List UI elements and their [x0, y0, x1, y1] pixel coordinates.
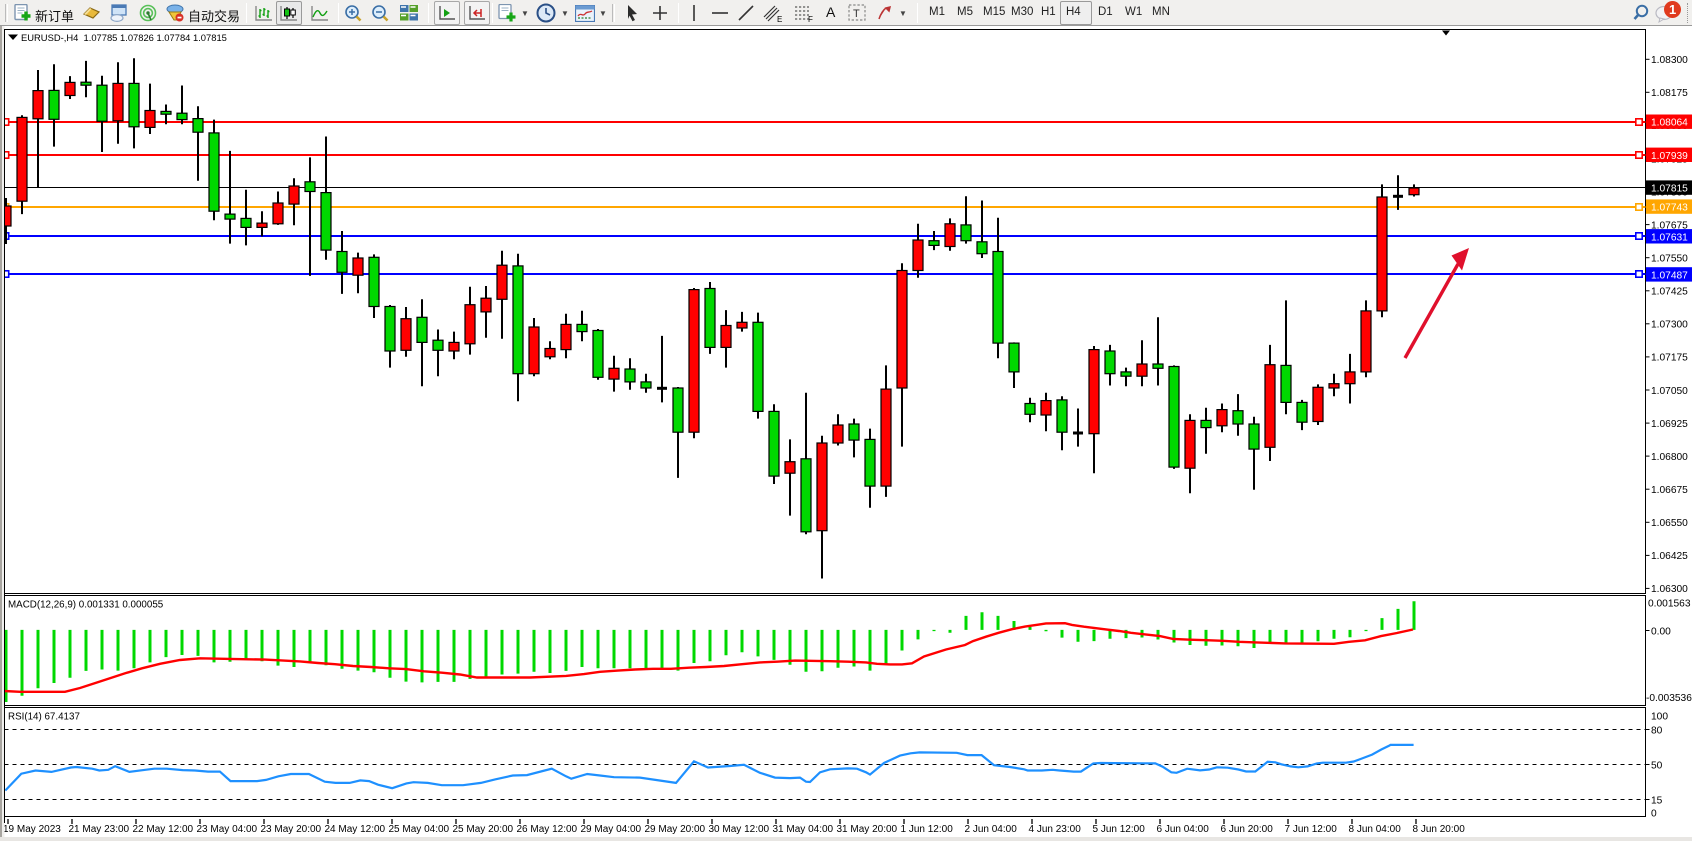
svg-text:1.06800: 1.06800 [1651, 452, 1688, 463]
svg-text:RSI(14) 67.4137: RSI(14) 67.4137 [8, 712, 80, 723]
svg-text:23 May 20:00: 23 May 20:00 [261, 824, 322, 835]
svg-text:1.07425: 1.07425 [1651, 287, 1688, 298]
svg-text:1.07487: 1.07487 [1651, 270, 1688, 281]
svg-text:8 Jun 04:00: 8 Jun 04:00 [1349, 824, 1402, 835]
svg-text:25 May 04:00: 25 May 04:00 [389, 824, 450, 835]
svg-text:1.07939: 1.07939 [1651, 151, 1688, 162]
svg-text:F: F [808, 15, 813, 23]
svg-text:80: 80 [1651, 725, 1663, 736]
svg-text:7 Jun 12:00: 7 Jun 12:00 [1285, 824, 1338, 835]
svg-text:31 May 04:00: 31 May 04:00 [773, 824, 834, 835]
svg-text:4 Jun 23:00: 4 Jun 23:00 [1029, 824, 1082, 835]
svg-text:1.08300: 1.08300 [1651, 55, 1688, 66]
svg-text:22 May 12:00: 22 May 12:00 [133, 824, 194, 835]
svg-text:50: 50 [1651, 760, 1663, 771]
svg-text:1.06675: 1.06675 [1651, 485, 1688, 496]
svg-text:1.06925: 1.06925 [1651, 419, 1688, 430]
svg-text:0.001563: 0.001563 [1648, 599, 1691, 610]
svg-text:1.06550: 1.06550 [1651, 518, 1688, 529]
svg-text:1.07631: 1.07631 [1651, 232, 1688, 243]
svg-text:1.07675: 1.07675 [1651, 220, 1688, 231]
svg-text:25 May 20:00: 25 May 20:00 [453, 824, 514, 835]
svg-text:23 May 04:00: 23 May 04:00 [197, 824, 258, 835]
svg-text:6 Jun 20:00: 6 Jun 20:00 [1221, 824, 1274, 835]
svg-text:24 May 12:00: 24 May 12:00 [325, 824, 386, 835]
svg-text:T: T [853, 8, 860, 20]
svg-text:21 May 23:00: 21 May 23:00 [69, 824, 130, 835]
svg-text:29 May 20:00: 29 May 20:00 [645, 824, 706, 835]
svg-text:29 May 04:00: 29 May 04:00 [581, 824, 642, 835]
svg-text:1.07175: 1.07175 [1651, 353, 1688, 364]
svg-text:1.06300: 1.06300 [1651, 584, 1688, 595]
svg-text:15: 15 [1651, 795, 1663, 806]
svg-text:0: 0 [1651, 808, 1657, 819]
svg-text:6 Jun 04:00: 6 Jun 04:00 [1157, 824, 1210, 835]
svg-text:1.08064: 1.08064 [1651, 118, 1688, 129]
svg-text:1.07743: 1.07743 [1651, 203, 1688, 214]
svg-text:1.08175: 1.08175 [1651, 88, 1688, 99]
svg-text:1.07815: 1.07815 [1651, 184, 1688, 195]
svg-text:1.07300: 1.07300 [1651, 320, 1688, 331]
svg-text:-0.003536: -0.003536 [1646, 693, 1692, 704]
svg-text:2 Jun 04:00: 2 Jun 04:00 [965, 824, 1018, 835]
svg-text:EURUSD-,H4 1.07785 1.07826 1.: EURUSD-,H4 1.07785 1.07826 1.07784 1.078… [21, 32, 227, 43]
svg-text:100: 100 [1651, 711, 1668, 722]
svg-text:26 May 12:00: 26 May 12:00 [517, 824, 578, 835]
svg-text:E: E [777, 15, 782, 23]
svg-text:0.00: 0.00 [1651, 626, 1671, 637]
svg-text:30 May 12:00: 30 May 12:00 [709, 824, 770, 835]
svg-text:1 Jun 12:00: 1 Jun 12:00 [901, 824, 954, 835]
svg-text:1.06425: 1.06425 [1651, 551, 1688, 562]
svg-text:1.07050: 1.07050 [1651, 386, 1688, 397]
svg-text:MACD(12,26,9) 0.001331 0.00005: MACD(12,26,9) 0.001331 0.000055 [8, 600, 164, 611]
svg-text:8 Jun 20:00: 8 Jun 20:00 [1413, 824, 1466, 835]
svg-text:1.07550: 1.07550 [1651, 254, 1688, 265]
svg-text:19 May 2023: 19 May 2023 [3, 824, 61, 835]
svg-text:31 May 20:00: 31 May 20:00 [837, 824, 898, 835]
svg-text:5 Jun 12:00: 5 Jun 12:00 [1093, 824, 1146, 835]
